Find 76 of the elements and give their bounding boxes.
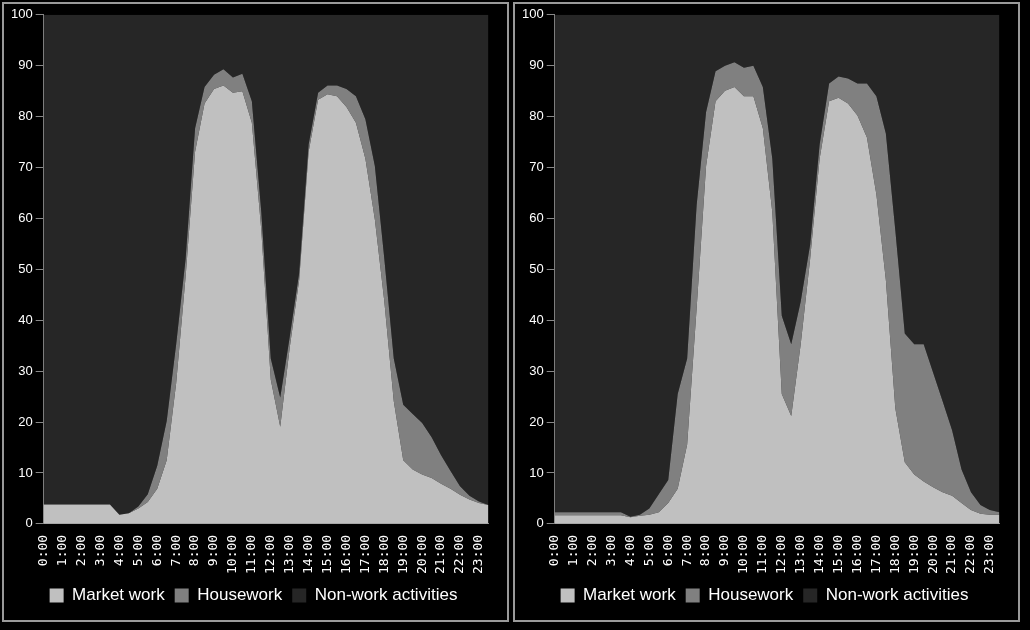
x-tick-label: 23:00 xyxy=(981,534,997,575)
x-tick-label: 12:00 xyxy=(262,534,278,575)
y-tick-label: 50 xyxy=(18,260,33,276)
x-tick-label: 4:00 xyxy=(621,534,637,567)
y-tick-label: 90 xyxy=(529,57,544,73)
y-tick-label: 10 xyxy=(18,464,33,480)
x-tick-label: 22:00 xyxy=(962,534,978,575)
x-tick-label: 0:00 xyxy=(546,534,562,567)
x-tick-label: 20:00 xyxy=(924,534,940,575)
x-tick-label: 15:00 xyxy=(318,534,334,575)
x-tick-label: 3:00 xyxy=(91,534,107,567)
x-tick-label: 1:00 xyxy=(53,534,69,567)
x-tick-label: 16:00 xyxy=(848,534,864,575)
x-tick-label: 15:00 xyxy=(829,534,845,575)
y-tick-label: 60 xyxy=(529,210,544,225)
x-tick-label: 18:00 xyxy=(886,534,902,575)
x-tick-label: 13:00 xyxy=(792,534,808,575)
x-tick-label: 19:00 xyxy=(905,534,921,575)
x-tick-label: 8:00 xyxy=(697,534,713,567)
x-tick-label: 1:00 xyxy=(564,534,580,567)
y-tick-label: 0 xyxy=(536,515,544,531)
legend-label: Housework xyxy=(197,585,283,605)
y-tick-label: 0 xyxy=(25,515,33,531)
y-tick-label: 80 xyxy=(529,108,544,124)
x-tick-label: 19:00 xyxy=(394,534,410,575)
legend-label: Housework xyxy=(708,585,794,605)
x-tick-label: 11:00 xyxy=(243,534,259,575)
x-tick-label: 17:00 xyxy=(867,534,883,575)
x-tick-label: 3:00 xyxy=(602,534,618,567)
y-tick-label: 40 xyxy=(529,311,544,327)
x-tick-label: 14:00 xyxy=(300,534,315,575)
legend-label: Non-work activities xyxy=(314,585,458,605)
y-tick-label: 30 xyxy=(529,362,544,378)
y-tick-label: 80 xyxy=(18,108,33,124)
y-tick-label: 70 xyxy=(529,159,544,175)
x-tick-label: 2:00 xyxy=(72,534,88,567)
x-tick-label: 7:00 xyxy=(167,534,183,567)
y-tick-label: 20 xyxy=(529,413,544,429)
x-tick-label: 16:00 xyxy=(337,534,353,575)
x-tick-label: 9:00 xyxy=(716,534,732,567)
y-tick-label: 50 xyxy=(529,260,544,276)
y-tick-label: 10 xyxy=(529,464,544,480)
y-tick-label: 70 xyxy=(18,159,33,175)
x-tick-label: 21:00 xyxy=(432,534,448,575)
x-tick-label: 0:00 xyxy=(35,534,51,567)
x-tick-label: 12:00 xyxy=(773,534,789,575)
y-tick-label: 90 xyxy=(18,57,33,73)
x-tick-label: 10:00 xyxy=(224,534,240,575)
x-tick-label: 4:00 xyxy=(110,534,126,567)
legend-label: Market work xyxy=(583,585,677,605)
y-tick-label: 60 xyxy=(18,210,33,225)
x-tick-label: 13:00 xyxy=(281,534,297,575)
y-tick-label: 100 xyxy=(521,6,544,22)
x-tick-label: 9:00 xyxy=(205,534,221,567)
x-tick-label: 20:00 xyxy=(413,534,429,575)
x-tick-label: 7:00 xyxy=(678,534,694,567)
x-tick-label: 5:00 xyxy=(129,534,145,567)
x-tick-label: 5:00 xyxy=(640,534,656,567)
y-tick-label: 100 xyxy=(10,6,33,22)
x-tick-label: 21:00 xyxy=(943,534,959,575)
legend-label: Market work xyxy=(72,585,166,605)
x-tick-label: 14:00 xyxy=(811,534,826,575)
y-tick-label: 30 xyxy=(18,362,33,378)
x-tick-label: 6:00 xyxy=(148,534,164,567)
x-tick-label: 6:00 xyxy=(659,534,675,567)
x-tick-label: 23:00 xyxy=(470,534,486,575)
y-tick-label: 40 xyxy=(18,311,33,327)
x-tick-label: 10:00 xyxy=(735,534,751,575)
x-tick-label: 11:00 xyxy=(754,534,770,575)
y-tick-label: 20 xyxy=(18,413,33,429)
x-tick-label: 18:00 xyxy=(375,534,391,575)
x-tick-label: 22:00 xyxy=(451,534,467,575)
x-tick-label: 8:00 xyxy=(186,534,202,567)
x-tick-label: 2:00 xyxy=(583,534,599,567)
legend-label: Non-work activities xyxy=(825,585,969,605)
x-tick-label: 17:00 xyxy=(356,534,372,575)
